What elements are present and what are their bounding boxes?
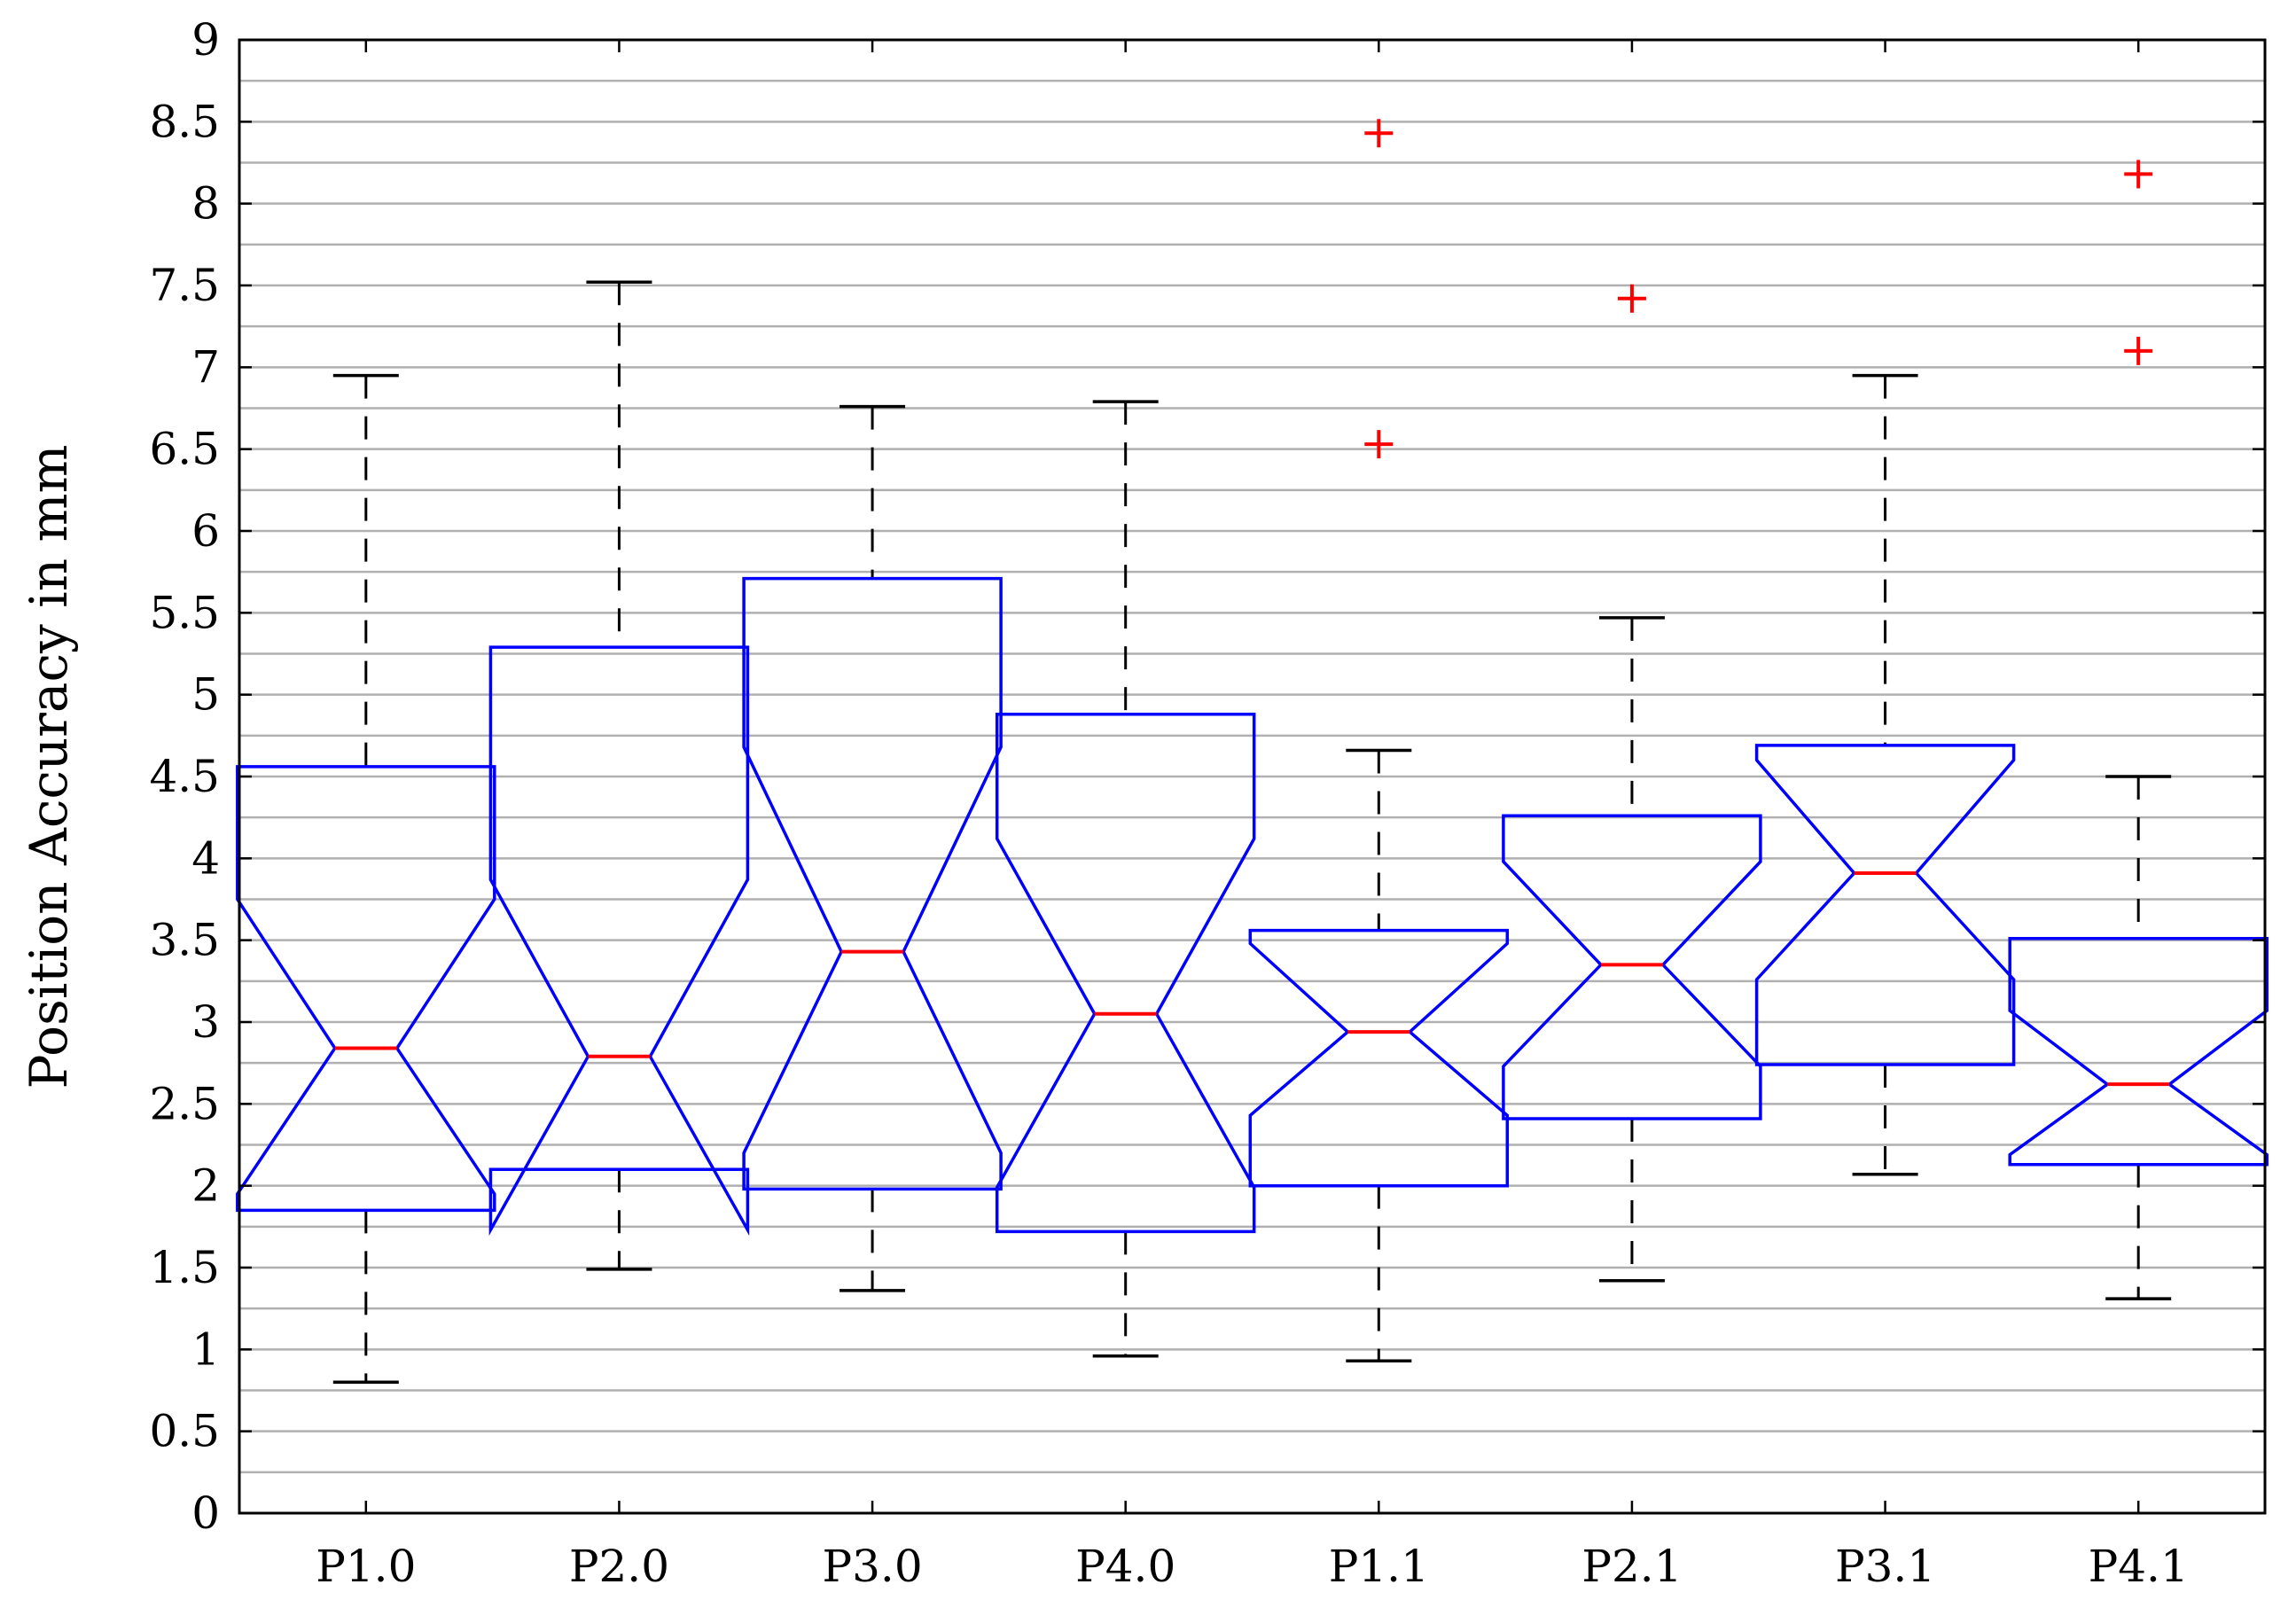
- outlier-marker: [1617, 284, 1646, 313]
- y-tick-label: 1: [191, 1323, 220, 1375]
- y-tick-label: 6: [191, 505, 220, 557]
- x-tick-label: P1.0: [316, 1541, 416, 1592]
- box-group: [995, 400, 1256, 1358]
- y-tick-label: 8.5: [149, 96, 220, 147]
- y-tick-label: 2.5: [149, 1078, 220, 1129]
- y-tick-label: 7.5: [149, 260, 220, 311]
- notched-box: [488, 645, 750, 1237]
- y-tick-label: 0.5: [149, 1406, 220, 1457]
- notched-box: [1248, 928, 1510, 1188]
- boxes: [236, 119, 2269, 1385]
- outlier-marker: [1364, 430, 1394, 459]
- outlier-marker: [2124, 336, 2153, 365]
- outlier-marker: [1364, 119, 1394, 148]
- box-group: [488, 280, 750, 1271]
- box-group: [1754, 373, 2016, 1176]
- x-tick-label: P3.1: [1835, 1541, 1935, 1592]
- notched-box: [742, 576, 1003, 1191]
- box-group: [742, 404, 1003, 1292]
- notched-box: [1754, 744, 2016, 1066]
- x-tick-label: P2.1: [1581, 1541, 1682, 1592]
- x-tick-label: P3.0: [822, 1541, 922, 1592]
- grid-lines: [239, 79, 2265, 1474]
- x-tick-label: P4.1: [2089, 1541, 2189, 1592]
- y-tick-label: 5: [191, 669, 220, 721]
- y-tick-label: 4.5: [149, 751, 220, 802]
- axis-ticks: 0 0.5 1 1.5 2 2.5 3 3.5 4 4.5 5 5.5 6 6.5 7 7.5 8 8.5 9 P1.…: [149, 14, 2265, 1592]
- y-tick-label: 0: [191, 1487, 220, 1539]
- notched-box: [1502, 814, 1762, 1120]
- x-tick-label: P1.1: [1329, 1541, 1429, 1592]
- notched-box: [236, 765, 496, 1213]
- notched-box: [2008, 937, 2269, 1167]
- y-tick-label: 7: [191, 341, 220, 393]
- y-tick-label: 4: [191, 832, 220, 884]
- box-group: [2008, 160, 2269, 1300]
- outlier-marker: [2124, 160, 2153, 189]
- y-tick-label: 5.5: [149, 587, 220, 638]
- y-tick-label: 6.5: [149, 424, 220, 475]
- y-tick-label: 8: [191, 178, 220, 230]
- box-group: [1248, 119, 1510, 1363]
- y-tick-label: 3: [191, 996, 220, 1048]
- box-group: [236, 373, 496, 1385]
- y-tick-label: 1.5: [149, 1242, 220, 1293]
- x-tick-label: P4.0: [1075, 1541, 1175, 1592]
- y-tick-label: 3.5: [149, 915, 220, 966]
- y-axis-title: Position Accuracy in mm: [19, 444, 79, 1089]
- box-group: [1502, 284, 1762, 1283]
- y-tick-label: 2: [191, 1160, 220, 1212]
- x-tick-label: P2.0: [569, 1541, 669, 1592]
- y-tick-label: 9: [191, 14, 220, 66]
- notched-box: [995, 713, 1256, 1234]
